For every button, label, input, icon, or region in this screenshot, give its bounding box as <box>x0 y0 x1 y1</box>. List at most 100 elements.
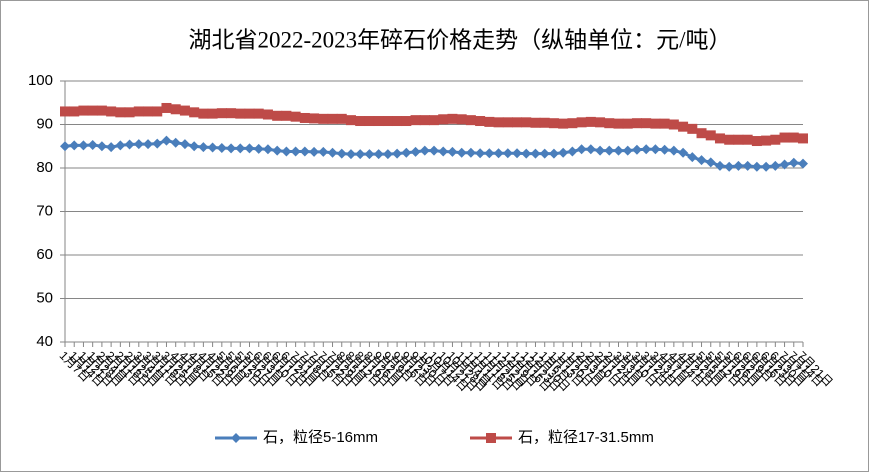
data-point <box>78 140 89 151</box>
data-point <box>475 116 486 127</box>
data-point <box>253 108 264 119</box>
data-point <box>309 113 320 124</box>
data-point <box>465 147 476 158</box>
data-point <box>530 117 541 128</box>
data-point <box>392 148 403 159</box>
data-point <box>548 118 559 129</box>
data-point <box>567 118 578 129</box>
data-point <box>318 113 329 124</box>
data-point <box>161 102 172 113</box>
data-point <box>60 106 70 117</box>
data-point <box>705 130 716 141</box>
data-point <box>742 134 753 145</box>
data-point <box>281 110 292 121</box>
legend-label: 石，粒径5-16mm <box>263 429 378 446</box>
data-point <box>96 105 107 116</box>
data-point <box>558 118 569 129</box>
data-point <box>124 107 135 118</box>
data-point <box>539 117 550 128</box>
data-point <box>143 106 154 117</box>
data-point <box>179 105 190 116</box>
data-point <box>124 139 135 150</box>
data-point <box>336 113 347 124</box>
y-tick-label: 90 <box>36 115 53 132</box>
y-tick-label: 40 <box>36 333 53 350</box>
data-point <box>152 138 163 149</box>
data-point <box>604 118 615 129</box>
data-point <box>512 117 523 128</box>
data-point <box>438 114 449 125</box>
data-point <box>493 117 504 128</box>
data-point <box>419 115 430 126</box>
data-point <box>382 149 393 160</box>
data-point <box>299 112 310 123</box>
data-point <box>410 146 421 157</box>
y-tick-label: 80 <box>36 159 53 176</box>
data-point <box>78 105 89 116</box>
data-point <box>96 141 107 152</box>
data-point <box>179 139 190 150</box>
series <box>60 135 808 172</box>
y-tick-label: 100 <box>28 72 53 89</box>
data-point <box>189 107 200 118</box>
data-point <box>207 142 218 153</box>
data-point <box>714 160 725 171</box>
data-point <box>69 106 80 117</box>
data-point <box>659 144 670 155</box>
data-point <box>170 137 181 148</box>
data-point <box>641 118 652 129</box>
data-point <box>724 161 735 172</box>
data-point <box>392 116 403 127</box>
data-point <box>742 160 753 171</box>
data-point <box>410 115 421 126</box>
data-point <box>281 146 292 157</box>
data-point <box>539 148 550 159</box>
data-point <box>512 148 523 159</box>
data-point <box>401 116 412 127</box>
data-point <box>595 145 606 156</box>
data-point <box>253 143 264 154</box>
data-point <box>364 116 375 127</box>
data-point <box>327 147 338 158</box>
data-point <box>198 108 209 119</box>
data-point <box>336 148 347 159</box>
data-point <box>751 161 762 172</box>
data-point <box>143 139 154 150</box>
data-point <box>364 149 375 160</box>
data-point <box>595 117 606 128</box>
data-point <box>631 118 642 129</box>
data-point <box>115 140 126 151</box>
data-point <box>493 148 504 159</box>
data-point <box>558 147 569 158</box>
chart-title: 湖北省2022-2023年碎石价格走势（纵轴单位：元/吨） <box>188 27 731 52</box>
data-point <box>87 105 98 116</box>
data-point <box>475 148 486 159</box>
data-point <box>309 146 320 157</box>
data-point <box>521 148 532 159</box>
data-point <box>189 141 200 152</box>
data-point <box>770 160 781 171</box>
data-point <box>272 110 283 121</box>
data-point <box>87 139 98 150</box>
data-point <box>678 121 689 132</box>
series <box>60 102 808 147</box>
data-point <box>604 145 615 156</box>
data-point <box>262 144 273 155</box>
data-point <box>576 144 587 155</box>
data-point <box>687 152 698 163</box>
data-point <box>668 145 679 156</box>
data-point <box>622 118 633 129</box>
data-point <box>788 132 799 143</box>
y-tick-label: 60 <box>36 246 53 263</box>
data-point <box>207 108 218 119</box>
data-point <box>687 123 698 134</box>
data-point <box>133 106 144 117</box>
data-point <box>152 106 163 117</box>
data-point <box>733 160 744 171</box>
data-point <box>345 115 356 126</box>
data-point <box>548 148 559 159</box>
data-point <box>798 133 808 144</box>
data-point <box>788 157 799 168</box>
data-point <box>585 116 596 127</box>
data-point <box>244 143 255 154</box>
